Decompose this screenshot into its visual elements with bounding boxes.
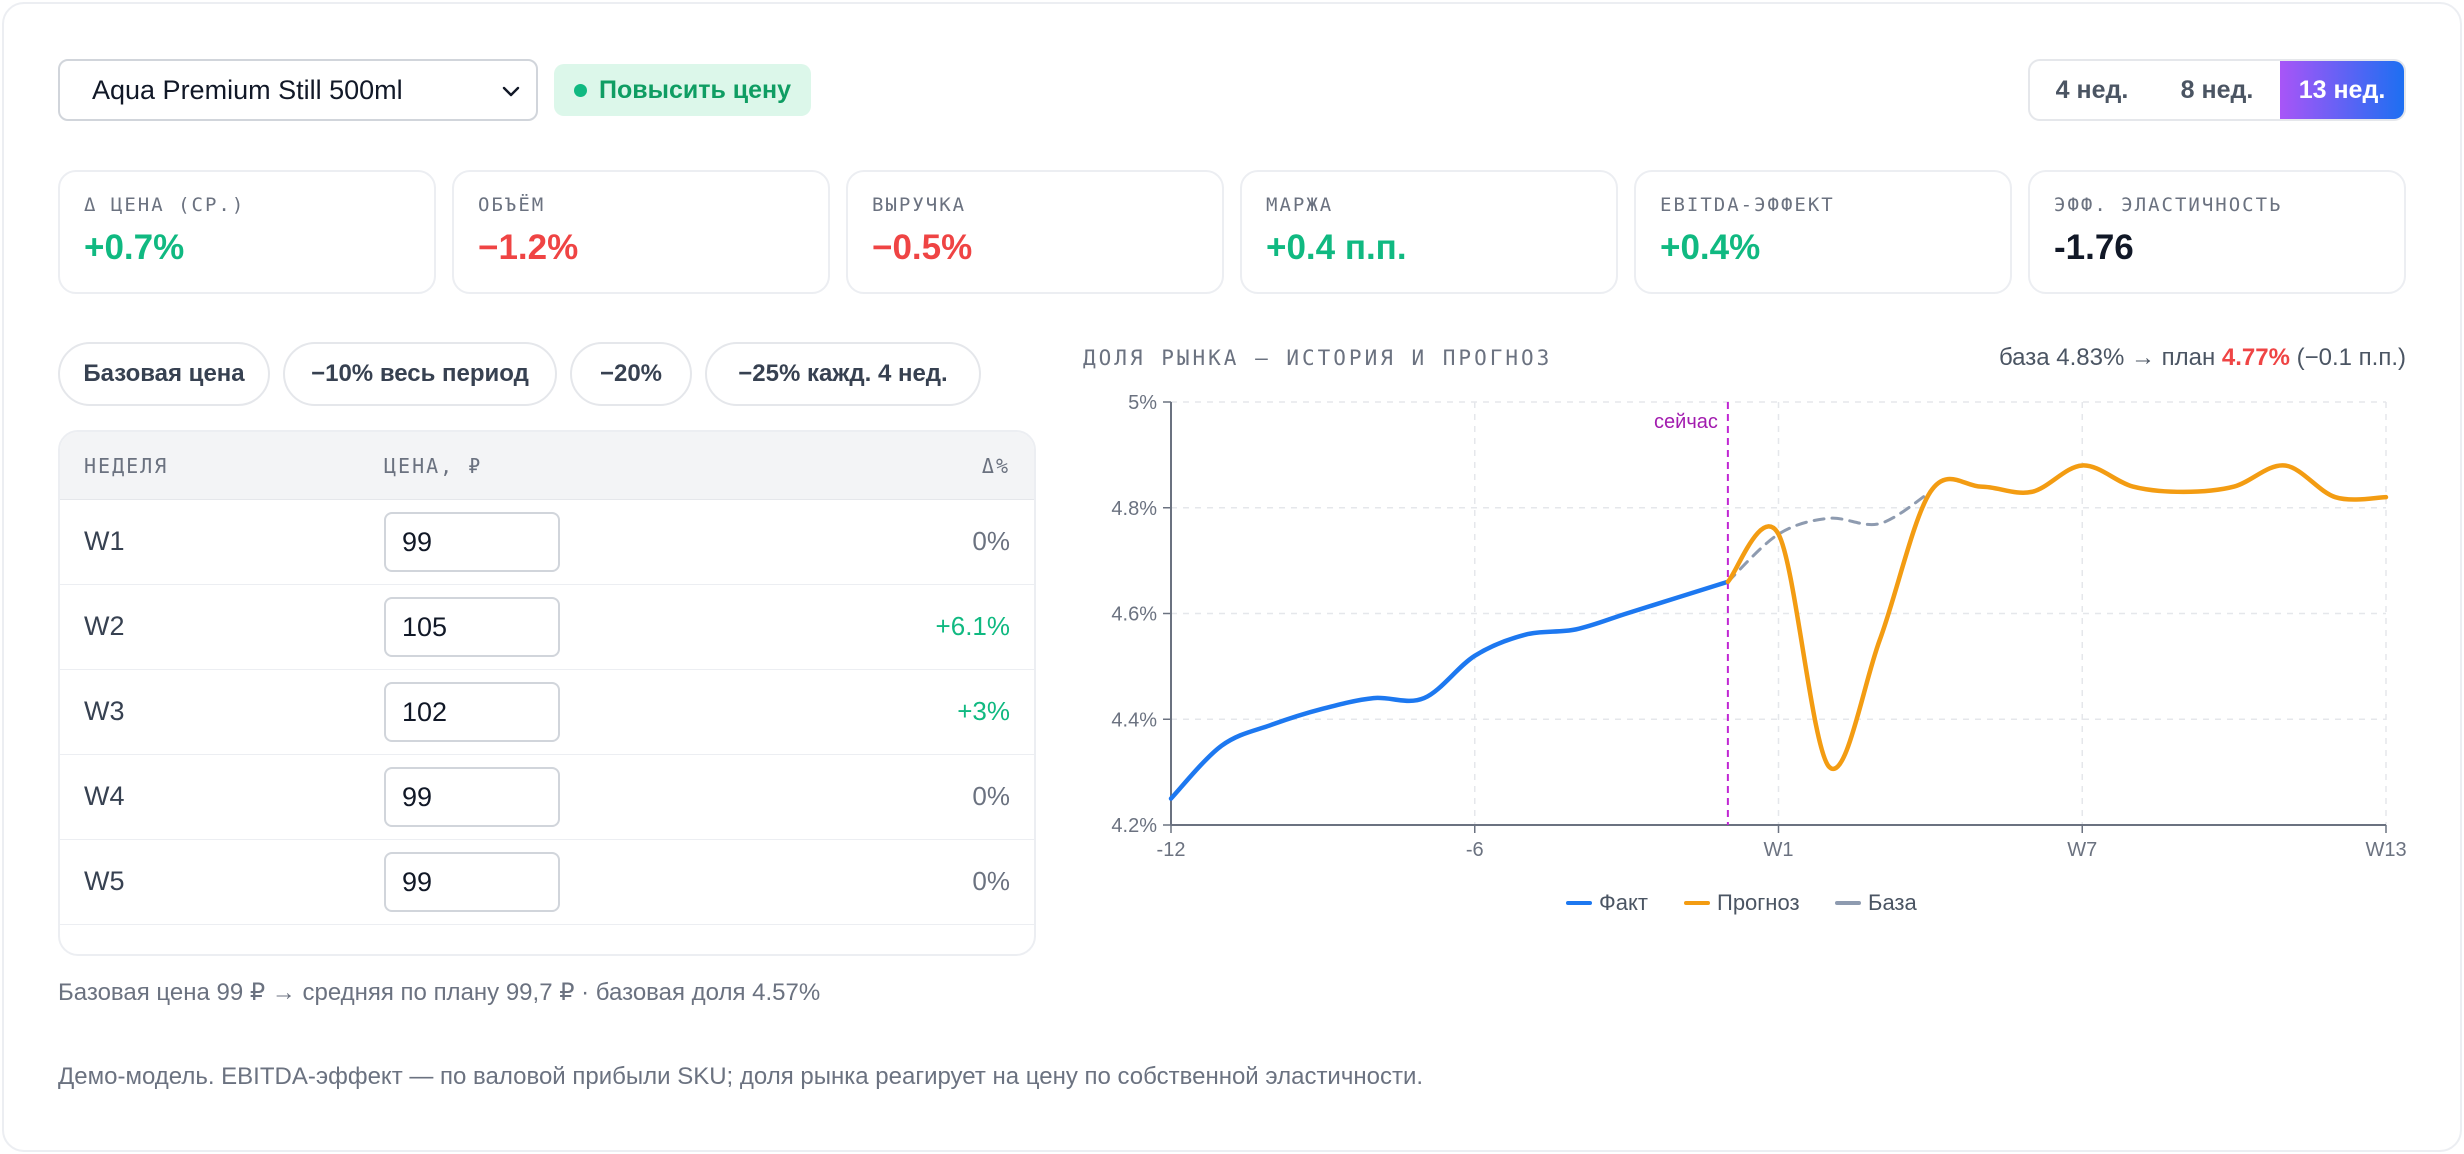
chevron-down-icon: [502, 86, 520, 97]
kpi-card-margin: МАРЖА +0.4 п.п.: [1240, 170, 1618, 294]
table-row: W3 102 +3%: [60, 670, 1034, 755]
scenario-minus-25-every-4-weeks-button[interactable]: −25% кажд. 4 нед.: [705, 342, 981, 406]
kpi-value: +0.7%: [84, 228, 185, 267]
legend-label: База: [1868, 890, 1918, 915]
y-tick-label: 4.4%: [1111, 709, 1157, 731]
column-header-delta: Δ%: [981, 454, 1010, 478]
now-marker-label: сейчас: [1654, 411, 1718, 433]
week-cell: W1: [84, 526, 125, 556]
kpi-label: ОБЪЁМ: [478, 194, 546, 216]
kpi-label: Δ ЦЕНА (СР.): [84, 194, 246, 216]
scenario-minus-20-button[interactable]: −20%: [570, 342, 692, 406]
legend-label: Факт: [1599, 890, 1648, 915]
footnote: Демо-модель. EBITDA-эффект — по валовой …: [58, 1063, 1424, 1090]
product-select-value: Aqua Premium Still 500ml: [92, 74, 403, 105]
price-summary: Базовая цена 99 ₽ → средняя по плану 99,…: [58, 979, 821, 1006]
x-tick-label: W7: [2067, 839, 2097, 861]
delta-cell: 0%: [972, 526, 1010, 556]
chart-subtitle-suffix: (−0.1 п.п.): [2289, 344, 2406, 371]
y-tick-label: 4.6%: [1111, 604, 1157, 626]
delta-cell: +3%: [957, 696, 1010, 726]
y-tick-label: 4.2%: [1111, 815, 1157, 837]
table-row: W2 105 +6.1%: [60, 585, 1034, 670]
table-row: W4 99 0%: [60, 755, 1034, 840]
x-tick-label: W13: [2365, 839, 2406, 861]
product-select[interactable]: Aqua Premium Still 500ml: [58, 59, 538, 121]
kpi-value: +0.4 п.п.: [1266, 228, 1407, 267]
recommendation-label: Повысить цену: [599, 75, 792, 104]
market-share-chart: 4.2% 4.4% 4.6% 4.8% 5% -12 -6 W1 W7 W13 сейчас Факт…: [1111, 392, 2406, 915]
week-cell: W4: [84, 781, 125, 811]
status-dot-icon: [574, 83, 587, 97]
kpi-label: EBITDA-ЭФФЕКТ: [1660, 194, 1835, 216]
week-cell: W5: [84, 866, 125, 896]
delta-cell: 0%: [972, 866, 1010, 896]
period-4-weeks-button[interactable]: 4 нед.: [2055, 75, 2129, 104]
table-header: НЕДЕЛЯ ЦЕНА, ₽ Δ%: [60, 432, 1034, 500]
series-line-forecast: [1725, 463, 2389, 772]
scenario-minus-10-button[interactable]: −10% весь период: [283, 342, 557, 406]
price-input[interactable]: 99: [384, 512, 560, 572]
period-8-weeks-button[interactable]: 8 нед.: [2180, 75, 2254, 104]
week-cell: W2: [84, 611, 125, 641]
kpi-value: −1.2%: [478, 228, 579, 267]
x-tick-label: -6: [1466, 839, 1484, 861]
kpi-card-ebitda: EBITDA-ЭФФЕКТ +0.4%: [1634, 170, 2012, 294]
y-tick-label: 5%: [1128, 392, 1157, 414]
recommendation-badge: Повысить цену: [554, 64, 812, 116]
chart-plan-value: 4.77%: [2221, 344, 2290, 371]
kpi-card-elasticity: ЭФФ. ЭЛАСТИЧНОСТЬ -1.76: [2028, 170, 2406, 294]
table-row: W5 99 0%: [60, 840, 1034, 925]
kpi-label: ЭФФ. ЭЛАСТИЧНОСТЬ: [2054, 194, 2283, 216]
series-line-fact: [1168, 579, 1731, 801]
chart-subtitle-prefix: база 4.83% → план: [1998, 344, 2222, 371]
kpi-value: −0.5%: [872, 228, 973, 267]
column-header-price: ЦЕНА, ₽: [384, 454, 483, 478]
x-tick-label: -12: [1157, 839, 1186, 861]
kpi-card-price-delta: Δ ЦЕНА (СР.) +0.7%: [58, 170, 436, 294]
chart-subtitle: база 4.83% → план 4.77% (−0.1 п.п.): [1999, 344, 2406, 372]
x-tick-label: W1: [1764, 839, 1794, 861]
delta-cell: 0%: [972, 781, 1010, 811]
price-input[interactable]: 99: [384, 767, 560, 827]
period-toggle: 4 нед. 8 нед. 13 нед.: [2028, 59, 2406, 121]
week-cell: W3: [84, 696, 125, 726]
kpi-card-revenue: ВЫРУЧКА −0.5%: [846, 170, 1224, 294]
kpi-card-volume: ОБЪЁМ −1.2%: [452, 170, 830, 294]
table-row-partial: [60, 925, 1034, 954]
column-header-week: НЕДЕЛЯ: [84, 454, 169, 478]
kpi-label: МАРЖА: [1266, 194, 1334, 216]
series-line-base: [1726, 490, 1932, 584]
price-input[interactable]: 102: [384, 682, 560, 742]
chart-title: ДОЛЯ РЫНКА — ИСТОРИЯ И ПРОГНОЗ: [1083, 346, 1553, 370]
scenario-base-price-button[interactable]: Базовая цена: [58, 342, 270, 406]
table-row: W1 99 0%: [60, 500, 1034, 585]
period-13-weeks-button[interactable]: 13 нед.: [2280, 61, 2404, 119]
delta-cell: +6.1%: [935, 611, 1010, 641]
kpi-value: -1.76: [2054, 228, 2134, 267]
y-tick-label: 4.8%: [1111, 498, 1157, 520]
price-input[interactable]: 99: [384, 852, 560, 912]
kpi-label: ВЫРУЧКА: [872, 194, 967, 216]
price-plan-table[interactable]: НЕДЕЛЯ ЦЕНА, ₽ Δ% W1 99 0% W2 105 +6.1% …: [58, 430, 1036, 956]
kpi-value: +0.4%: [1660, 228, 1761, 267]
price-input[interactable]: 105: [384, 597, 560, 657]
legend-label: Прогноз: [1717, 890, 1800, 915]
